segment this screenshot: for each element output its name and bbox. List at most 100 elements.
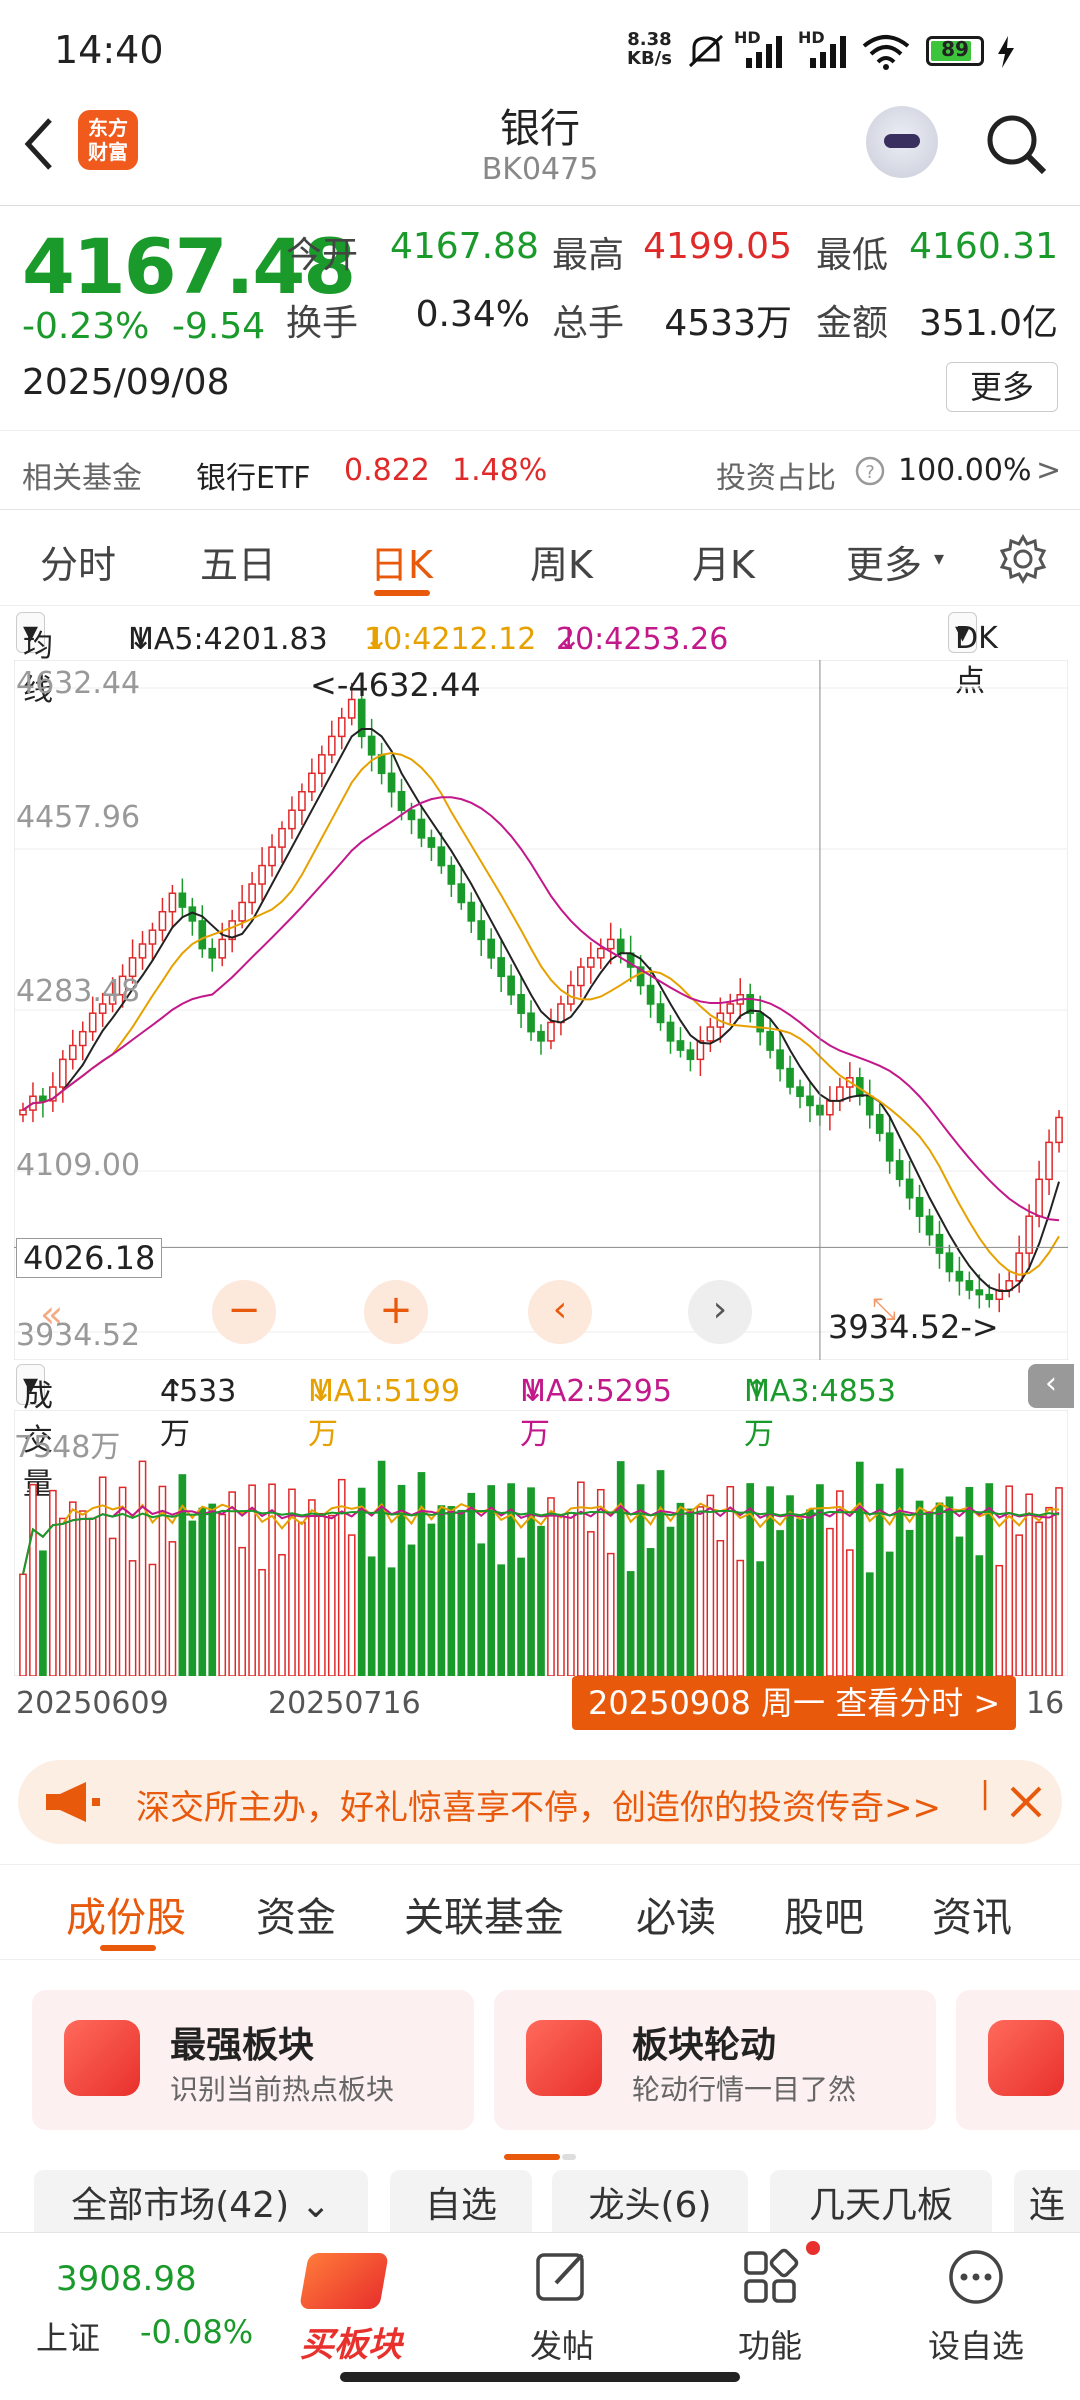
next-icon[interactable]: › [688,1280,752,1344]
candle-body [885,1132,894,1162]
prev-icon[interactable]: ‹ [528,1280,592,1344]
add-watchlist-label[interactable]: 设自选 [927,2327,1024,2365]
tab-capital[interactable]: 资金 [256,1895,336,1941]
volume-dropdown[interactable]: 成交量 ▾ [16,1364,53,1502]
candle-body [308,772,316,793]
candle-body [258,864,266,885]
zoom-in-icon[interactable]: + [364,1280,428,1344]
volume-bar [686,1508,695,1677]
filter-leaders[interactable]: 龙头(6) [552,2170,748,2242]
candle-body [1055,1116,1063,1144]
volume-bar [367,1556,376,1677]
collapse-panel-icon[interactable]: ‹ [1028,1364,1074,1408]
battery-icon: 89 [926,36,984,66]
candle-body [248,883,256,904]
tab-constituents[interactable]: 成份股 [66,1895,186,1941]
megaphone-icon [46,1782,100,1822]
index-pct[interactable]: -0.08% [140,2313,254,2351]
settings-gear-icon[interactable] [998,534,1048,584]
sector-rotation-icon [526,2020,602,2096]
view-intraday-button[interactable]: 20250908 周一 查看分时 > [572,1676,1017,1730]
filter-limit-up-days[interactable]: 几天几板 [770,2170,992,2242]
rewind-icon[interactable]: « [40,1292,64,1336]
candle-body [108,994,117,1005]
volume-chart[interactable]: 7548万 [13,1409,1069,1677]
candle-body [497,957,505,978]
more-stats-button[interactable]: 更多 [946,362,1058,412]
fund-name[interactable]: 银行ETF [196,461,311,496]
index-name[interactable]: 上证 [36,2319,101,2357]
candle-body [686,1049,695,1061]
volume-bar [646,1548,655,1677]
candle-body [706,1026,715,1042]
filter-consecutive[interactable]: 连 [1014,2170,1080,2242]
expand-icon[interactable]: ⤡ [872,1292,896,1327]
chevron-right-icon[interactable]: > [1036,453,1062,488]
buy-sector-label[interactable]: 买板块 [300,2325,402,2365]
invest-ratio-label: 投资占比 [716,461,836,496]
promo-banner[interactable]: 深交所主办，好礼惊喜享不停，创造你的投资传奇>> | [18,1760,1062,1844]
volume-bar [616,1461,625,1677]
tab-monthly-k[interactable]: 月K [692,543,755,587]
volume-bar [865,1572,874,1677]
tab-stock-forum[interactable]: 股吧 [784,1895,864,1941]
assistant-robot-icon[interactable] [866,106,938,178]
strongest-sector-card[interactable]: 最强板块 识别当前热点板块 [32,1990,474,2130]
tab-five-day[interactable]: 五日 [200,543,277,587]
header: 东方 财富 银行 BK0475 [0,96,1080,206]
tab-news[interactable]: 资讯 [932,1895,1012,1941]
ma-legend: 均线 ▾ MA5:4201.83 ↓ 10:4212.12 ↓ 20:4253.26… [0,606,1080,708]
promo-text[interactable]: 深交所主办，好礼惊喜享不停，创造你的投资传奇>> [136,1788,941,1828]
crosshair-value: 4026.18 [16,1238,163,1278]
ma10-arrow: ↓ [364,622,390,657]
stat-volume-label: 总手 [552,303,625,344]
kline-chart[interactable]: 4632.44 4457.96 4283.48 4109.00 3934.52 … [14,660,1068,1360]
search-icon[interactable] [982,110,1052,180]
candle-body [437,846,446,867]
tab-daily-k[interactable]: 日K [370,543,433,587]
function-grid-icon[interactable] [740,2247,800,2307]
tab-weekly-k[interactable]: 周K [530,543,593,587]
help-icon[interactable]: ? [854,455,886,487]
dk-point-dropdown[interactable]: DK点 ▾ [948,612,998,699]
candle-body [198,920,207,950]
network-speed: 8.38 KB/s [627,30,672,68]
zoom-out-icon[interactable]: − [212,1280,276,1344]
sector-rotation-card[interactable]: 板块轮动 轮动行情一目了然 [494,1990,936,2130]
volume-bar [477,1543,486,1677]
index-value[interactable]: 3908.98 [56,2259,197,2299]
candle-body [148,929,157,945]
more-dots-icon[interactable] [946,2247,1006,2307]
candle-body [98,1003,107,1014]
volume-svg[interactable] [13,1409,1069,1677]
tab-intraday[interactable]: 分时 [40,543,117,587]
filter-all-markets[interactable]: 全部市场(42) ⌄ [34,2170,368,2242]
buy-sector-icon[interactable] [299,2253,389,2309]
tab-more[interactable]: 更多 [846,543,923,587]
back-icon[interactable] [20,114,60,174]
volume-bar [596,1488,605,1677]
kline-svg[interactable] [14,660,1068,1360]
candle-body [168,892,177,913]
filter-watchlist[interactable]: 自选 [390,2170,532,2242]
post-icon[interactable] [532,2247,592,2307]
candle-body [1015,1252,1024,1282]
indicator-dropdown[interactable]: 均线 ▾ [16,612,53,708]
related-fund-bar[interactable]: 相关基金 银行ETF 0.822 1.48% 投资占比 ? 100.00% > [0,430,1080,510]
layers-card[interactable] [956,1990,1080,2130]
volume-ma3-text: MA3:4853万 [744,1374,896,1452]
tab-must-read[interactable]: 必读 [636,1895,716,1941]
close-icon[interactable] [1008,1784,1044,1820]
low-annotation: 3934.52-> [828,1308,999,1346]
candle-body [955,1270,964,1282]
candle-body [327,735,336,756]
y-tick-3: 4109.00 [16,1148,141,1183]
post-label[interactable]: 发帖 [529,2327,594,2365]
candle-body [49,1086,57,1102]
function-label[interactable]: 功能 [737,2327,802,2365]
content-tabs: 成份股 资金 关联基金 必读 股吧 资讯 [0,1864,1080,1960]
volume-bar [39,1550,47,1677]
volume-bar [497,1564,505,1677]
volume-bar [218,1513,227,1677]
tab-related-funds[interactable]: 关联基金 [404,1895,564,1941]
